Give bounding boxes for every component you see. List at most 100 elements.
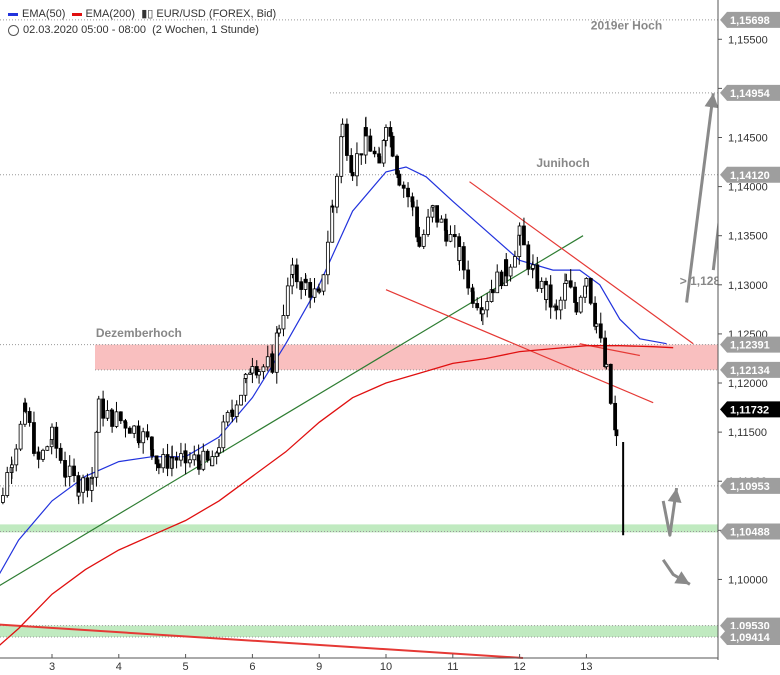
candle — [85, 473, 90, 498]
candle-body — [330, 205, 335, 208]
candle-body — [372, 150, 377, 155]
candle — [94, 430, 99, 487]
candle-body — [608, 363, 613, 404]
candle-body — [355, 153, 359, 177]
price-label-box — [720, 628, 780, 645]
candle-body — [395, 155, 399, 175]
candle-body — [430, 205, 435, 208]
candle-body — [197, 460, 201, 470]
candle-body — [598, 323, 603, 339]
candle — [614, 421, 619, 446]
candle-body — [32, 422, 36, 454]
candle — [308, 277, 313, 309]
candle-body — [544, 284, 549, 300]
candle — [290, 257, 295, 279]
ema200-legend: EMA(200) — [85, 8, 136, 21]
candle — [452, 225, 457, 248]
candle — [345, 118, 349, 161]
candle — [72, 458, 76, 483]
candle — [221, 414, 226, 453]
candle-body — [154, 455, 159, 465]
candle — [568, 269, 573, 289]
candle-body — [114, 411, 119, 427]
candle-body — [192, 454, 197, 461]
candle-body — [406, 187, 410, 198]
candle-body — [325, 241, 330, 276]
candle-body — [18, 423, 23, 450]
candle — [578, 295, 583, 314]
candle — [564, 273, 569, 284]
candle-body — [149, 436, 154, 450]
support-zone — [0, 625, 718, 637]
candle — [517, 222, 522, 246]
candle-body — [254, 366, 259, 376]
candle — [390, 132, 395, 158]
candle — [439, 215, 444, 223]
scenario-arrow-head — [704, 93, 719, 109]
x-tick-label: 9 — [316, 661, 322, 673]
candle — [604, 358, 609, 370]
candle-body — [548, 284, 553, 308]
timestamp-label: 02.03.2020 05:00 - 08:00 — [23, 24, 146, 37]
candle — [27, 407, 32, 427]
candle — [1, 487, 5, 505]
candle-body — [165, 454, 170, 469]
candle — [513, 250, 517, 268]
x-tick-label: 10 — [380, 661, 392, 673]
price-label-box — [720, 477, 780, 494]
candle — [490, 289, 495, 302]
candle-body — [234, 404, 239, 417]
annotation-label: Dezemberhoch — [96, 326, 182, 340]
candle — [141, 427, 146, 454]
candle-body — [10, 464, 14, 469]
scenario-arrow — [661, 487, 679, 537]
candle — [127, 426, 132, 434]
candle-body — [274, 332, 279, 373]
trendline-red_bold — [0, 623, 524, 659]
candle — [10, 459, 14, 479]
price-label-box — [720, 336, 780, 353]
candle-body — [123, 422, 128, 429]
candle — [303, 274, 308, 284]
candle-body — [470, 291, 475, 304]
level-price-label: 1,12134 — [720, 361, 780, 378]
candle-body — [161, 454, 166, 469]
support-zone — [0, 524, 718, 533]
scenario-arrow-head — [674, 571, 690, 585]
candle-body — [499, 271, 504, 287]
resistance-zone — [95, 344, 718, 370]
y-tick-label: 1,14000 — [728, 182, 768, 194]
candle — [421, 229, 426, 250]
candle — [197, 456, 201, 475]
candle — [161, 448, 166, 473]
candle-body — [452, 234, 457, 238]
candle — [388, 121, 393, 148]
candle-body — [312, 288, 317, 298]
candle — [340, 118, 345, 138]
candle-body — [45, 446, 50, 451]
candle-body — [526, 244, 531, 270]
candle — [243, 373, 248, 384]
candle-body — [535, 264, 540, 289]
candle-body — [248, 372, 252, 375]
candle-body — [201, 450, 206, 470]
candle — [584, 277, 589, 295]
candle — [417, 226, 422, 248]
candle — [230, 408, 235, 423]
candle — [281, 304, 286, 337]
scenario-arrow-head — [667, 488, 682, 503]
candle-body — [188, 459, 192, 464]
candle — [359, 153, 364, 165]
candle-body — [63, 475, 68, 478]
candle-body — [439, 218, 444, 223]
candle — [444, 221, 449, 247]
candle-body — [90, 476, 94, 479]
trendline-red — [469, 181, 694, 345]
candle — [239, 394, 243, 406]
candle-body — [145, 431, 150, 438]
candle — [174, 451, 179, 469]
candle — [321, 274, 326, 296]
candle-body — [466, 269, 471, 289]
candle-body — [110, 409, 115, 427]
level-price-label: 1,10953 — [720, 477, 780, 494]
